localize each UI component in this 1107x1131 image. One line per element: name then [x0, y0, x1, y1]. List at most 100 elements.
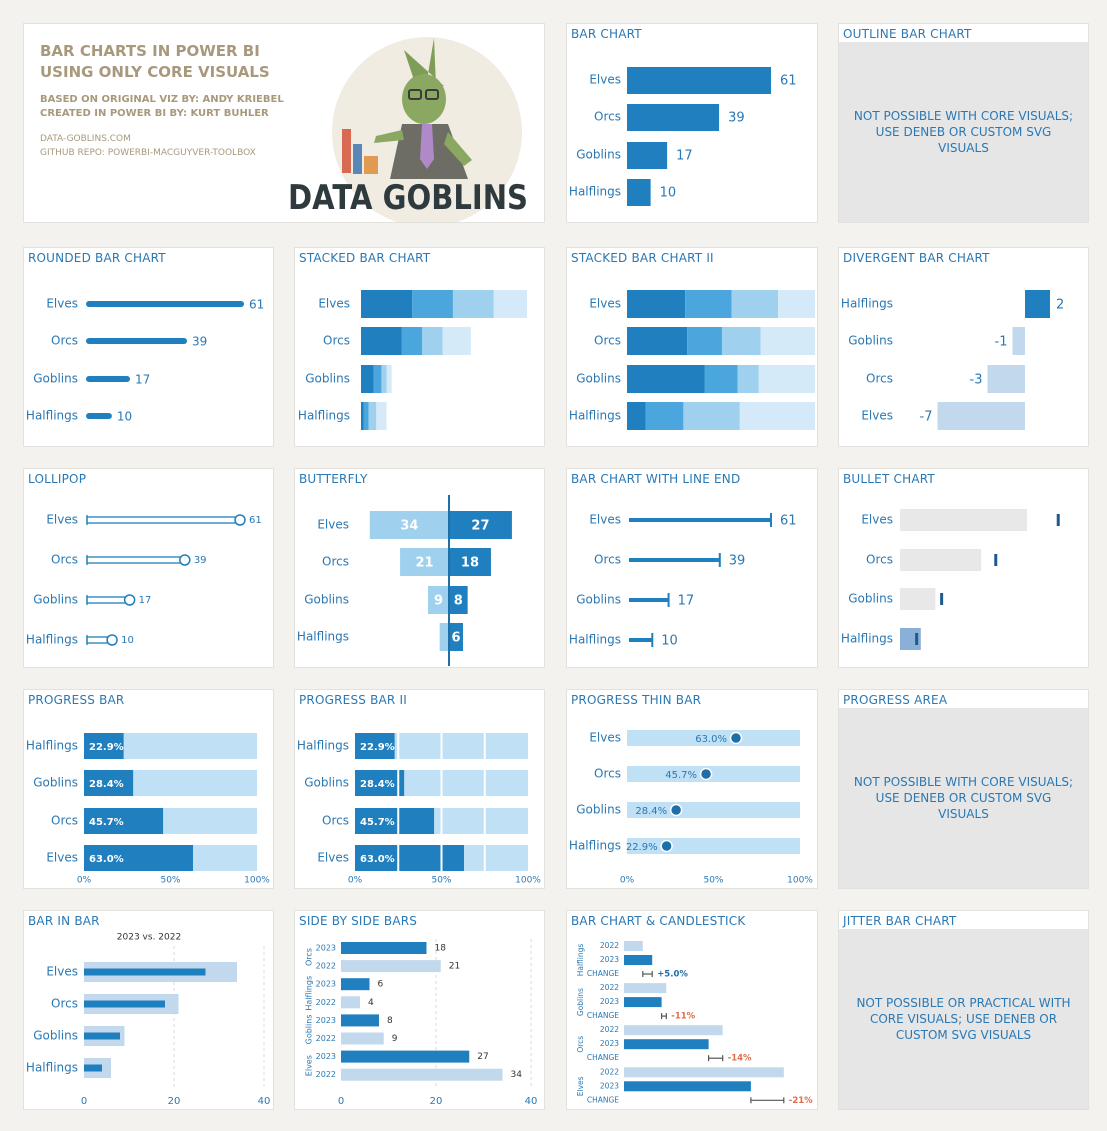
bar-segment [683, 402, 740, 430]
goblin-logo-icon: DATA GOBLINS [288, 37, 528, 222]
tick-label: Elves [589, 297, 621, 311]
line-end-chart: Elves 61 Orcs 39 Goblins 17 Halflings 10 [569, 513, 797, 649]
data-label: 63.0% [360, 854, 395, 865]
rounded-bar-chart: Elves 61 Orcs 39 Goblins 17 Halflings 10 [26, 297, 264, 424]
tick-label: 2023 [316, 944, 336, 953]
tick-label: Goblins [848, 334, 893, 348]
side-by-side-chart: 2023 18 2022 21 2023 6 2022 4 2023 8 2022 9 2023 27 20… [305, 939, 537, 1107]
bar [341, 1050, 470, 1063]
data-label: 10 [121, 635, 134, 646]
bullet-chart-card: BULLET CHART Elves Orcs Goblins Halflings [838, 468, 1089, 668]
bar [629, 598, 669, 602]
tick-label: Halflings [26, 409, 78, 423]
data-label: 18 [461, 556, 479, 571]
not-possible-note: NOT POSSIBLE WITH CORE VISUALS; USE DENE… [839, 42, 1088, 222]
progress-fill [355, 770, 405, 796]
tick-label: Halflings [297, 630, 349, 644]
tick-label: Orcs [51, 997, 78, 1011]
progress-thin-bar-card: PROGRESS THIN BAR Elves 63.0% Orcs 45.7% Gob… [566, 689, 818, 889]
card-title: SIDE BY SIDE BARS [299, 914, 418, 928]
progress-dot [699, 767, 713, 781]
bar-chart-card: BAR CHART Elves 61 Orcs 39 Goblins 17 Halfling… [566, 23, 818, 223]
tick-label: Goblins [576, 148, 621, 162]
data-label: 63.0% [695, 734, 727, 745]
tick-label: Goblins [848, 592, 893, 606]
card-title: BUTTERFLY [299, 472, 368, 486]
tick-label: Halflings [569, 839, 621, 853]
data-label: 8 [454, 594, 463, 609]
card-title: DIVERGENT BAR CHART [843, 251, 990, 265]
tick-label: 20 [430, 1096, 443, 1107]
data-label: -3 [970, 373, 983, 388]
tick-label: 2023 [316, 980, 336, 989]
target-marker [994, 554, 998, 566]
tick-label: Goblins [304, 776, 349, 790]
bar-right [449, 586, 468, 614]
data-label: -1 [995, 335, 1008, 350]
bar-right [449, 623, 463, 651]
card-title: PROGRESS BAR [28, 693, 125, 707]
tick-label: CHANGE [587, 1011, 619, 1020]
bar-left [439, 623, 449, 651]
bullet-bar [900, 549, 982, 571]
data-label: +5.0% [657, 970, 688, 980]
tick-label: Orcs [866, 553, 893, 567]
bar [341, 1014, 379, 1027]
card-title: BAR CHART [571, 27, 642, 41]
progress-dot [729, 731, 743, 745]
data-label: 39 [192, 335, 207, 349]
tick-label: CHANGE [587, 1053, 619, 1062]
tick-label: 50% [160, 876, 180, 886]
bar-left [428, 586, 449, 614]
data-label: 4 [368, 998, 374, 1008]
tick-label: Goblins [33, 776, 78, 790]
tick-label: Goblins [33, 593, 78, 607]
data-label: 22.9% [360, 742, 395, 753]
group-label: Halflings [305, 976, 314, 1011]
line-end [770, 513, 772, 527]
data-label: 8 [387, 1016, 393, 1026]
repo-link[interactable]: GITHUB REPO: POWERBI-MACGUYVER-TOOLBOX [40, 148, 256, 158]
bar [341, 1032, 384, 1045]
progress-fill [84, 770, 134, 796]
stacked-bar-chart-2: Elves Orcs Goblins Halflings [569, 290, 815, 430]
tick-label: 50% [431, 876, 451, 886]
butterfly-chart: Elves 34 27 Orcs 21 18 Goblins 9 8 Halflings 6 [297, 495, 512, 666]
progress-dot [660, 839, 673, 853]
bar-segment [760, 327, 815, 355]
data-label: -7 [920, 410, 933, 425]
data-label: 27 [471, 519, 489, 534]
bar [86, 376, 131, 382]
data-label: 63.0% [89, 854, 124, 865]
progress-bar-2-card: PROGRESS BAR II Halflings 22.9% Goblins 28.… [294, 689, 545, 889]
card-title: BAR IN BAR [28, 914, 100, 928]
tick-label: 0% [348, 876, 363, 886]
tick-label: 100% [787, 876, 813, 886]
bar [629, 558, 720, 562]
bar-2022 [624, 1025, 723, 1036]
data-label: -14% [728, 1054, 752, 1064]
tick-label: 0% [620, 876, 635, 886]
tick-label: Elves [46, 851, 78, 865]
data-label: 27 [477, 1052, 488, 1062]
bar-2023 [84, 1000, 165, 1008]
card-title: OUTLINE BAR CHART [843, 27, 972, 41]
tick-label: Halflings [297, 739, 349, 753]
bar [627, 104, 720, 131]
bar-2023 [624, 997, 662, 1008]
site-link[interactable]: DATA-GOBLINS.COM [40, 134, 131, 144]
bar-segment [627, 402, 646, 430]
candlestick-chart: Halflings 2022 2023 CHANGE +5.0% Goblins 2022 2… [576, 941, 813, 1106]
progress-bar-chart: Halflings 22.9% Goblins 28.4% Orcs 45.7% Elves… [26, 733, 270, 886]
progress-area-card: PROGRESS AREA NOT POSSIBLE WITH CORE VIS… [838, 689, 1089, 889]
tick-label: 40 [258, 1096, 271, 1107]
tick-label: Orcs [594, 553, 621, 567]
bar-segment [412, 290, 453, 318]
tick-label: Elves [589, 513, 621, 527]
data-label: -21% [789, 1096, 813, 1106]
line-end [651, 633, 654, 647]
tick-label: CHANGE [587, 1095, 619, 1104]
data-label: 28.4% [635, 806, 667, 817]
bar [341, 1068, 503, 1081]
data-label: 10 [660, 186, 677, 201]
